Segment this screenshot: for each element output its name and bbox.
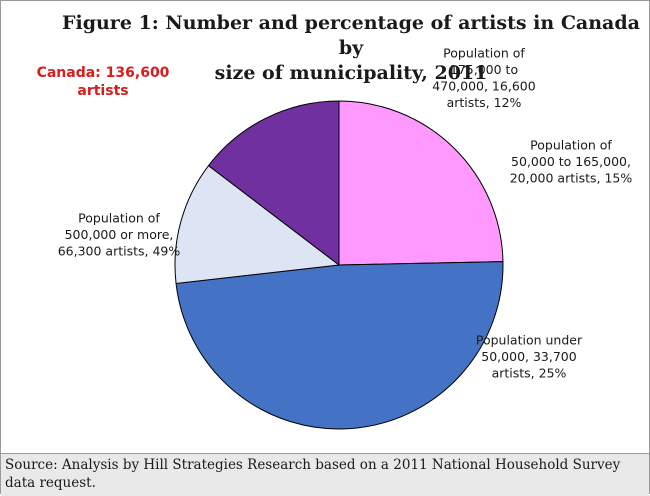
slice-label-2-line-2: 500,000 or more, xyxy=(65,227,174,242)
slice-label-4-line-3: 20,000 artists, 15% xyxy=(510,171,633,186)
total-annotation-line-2: artists xyxy=(77,83,129,99)
slice-label-1: Population under 50,000, 33,700 artists, 2… xyxy=(476,333,583,381)
slice-label-2-line-3: 66,300 artists, 49% xyxy=(58,244,181,259)
slice-label-3-line-1: Population of xyxy=(443,45,525,60)
slice-label-4-line-2: 50,000 to 165,000, xyxy=(511,154,631,169)
slice-label-2: Population of 500,000 or more, 66,300 arti… xyxy=(58,211,181,259)
slice-label-1-line-2: 50,000, 33,700 xyxy=(481,349,576,364)
chart-title: Figure 1: Number and percentage of artis… xyxy=(61,11,641,86)
pie-chart: Population under 50,000, 33,700 artists, 2… xyxy=(58,45,633,430)
pie-slice-1 xyxy=(338,100,504,266)
chart-area: Population under 50,000, 33,700 artists, 2… xyxy=(1,1,649,453)
slice-label-1-line-1: Population under xyxy=(476,333,583,348)
pie-slice-4 xyxy=(207,100,340,267)
pie-slice-2 xyxy=(175,261,504,430)
slice-label-3: Population of 175,000 to 470,000, 16,600 ar… xyxy=(432,45,535,110)
pie-labels: Population under 50,000, 33,700 artists, 2… xyxy=(58,45,633,380)
total-annotation-line-1: Canada: 136,600 xyxy=(36,65,170,81)
slice-label-3-line-2: 175,000 to xyxy=(450,62,518,77)
slice-label-3-line-4: artists, 12% xyxy=(447,95,522,110)
slice-label-3-line-3: 470,000, 16,600 xyxy=(432,78,535,93)
chart-title-line-2: size of municipality, 2011 xyxy=(214,62,488,84)
total-artists-annotation: Canada: 136,600 artists xyxy=(23,64,183,100)
slice-label-4-line-1: Population of xyxy=(530,138,612,153)
slice-label-2-line-1: Population of xyxy=(78,211,160,226)
slice-label-1-line-3: artists, 25% xyxy=(492,366,567,381)
source-note: Source: Analysis by Hill Strategies Rese… xyxy=(1,453,649,496)
slice-label-4: Population of 50,000 to 165,000, 20,000 ar… xyxy=(510,138,633,186)
pie-slices xyxy=(174,100,504,430)
chart-title-line-1: Figure 1: Number and percentage of artis… xyxy=(62,12,640,59)
pie-slice-3 xyxy=(174,164,341,284)
